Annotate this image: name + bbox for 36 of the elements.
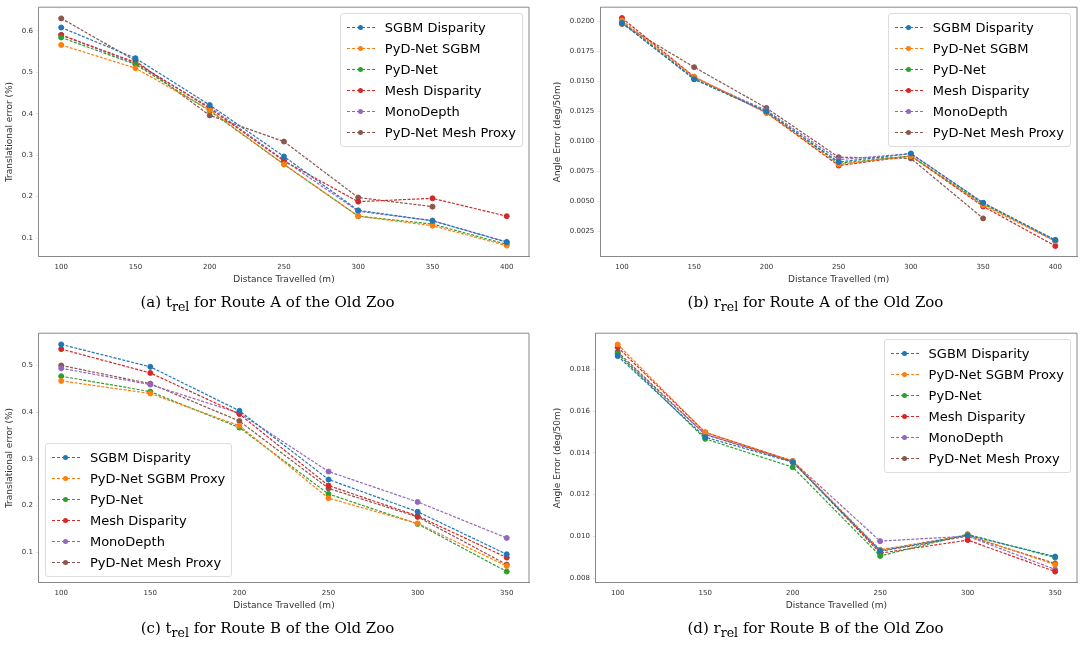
legend-label: SGBM Disparity — [384, 20, 486, 36]
x-axis-title: Distance Travelled (m) — [233, 599, 335, 610]
legend-label: PyD-Net — [928, 388, 982, 404]
y-axis-title: Angle Error (deg/50m) — [551, 407, 562, 509]
legend-label: SGBM Disparity — [928, 346, 1030, 362]
legend-label: PyD-Net Mesh Proxy — [928, 451, 1060, 467]
x-axis-title: Distance Travelled (m) — [785, 599, 888, 610]
y-axis-title: Translational error (%) — [3, 81, 14, 184]
text: (d) r$_{rel}$ for Route B of the Old Zoo — [686, 619, 945, 640]
legend-label: PyD-Net — [384, 62, 438, 78]
text: (a) t$_{rel}$ for Route A of the Old Zoo — [139, 293, 396, 314]
legend-label: PyD-Net — [932, 62, 986, 78]
x-axis-title: Distance Travelled (m) — [787, 273, 890, 284]
legend-label: Mesh Disparity — [928, 409, 1026, 425]
legend-label: MonoDepth — [384, 104, 460, 120]
legend-label: PyD-Net Mesh Proxy — [932, 125, 1064, 141]
x-axis-title: Distance Travelled (m) — [233, 273, 335, 284]
legend-label: SGBM Disparity — [89, 449, 191, 465]
legend-label: PyD-Net — [89, 491, 143, 507]
legend-label: MonoDepth — [928, 430, 1004, 446]
text: (b) r$_{rel}$ for Route A of the Old Zoo — [686, 293, 945, 314]
legend-label: MonoDepth — [932, 104, 1008, 120]
legend-label: MonoDepth — [89, 533, 165, 549]
legend-label: PyD-Net Mesh Proxy — [384, 125, 516, 141]
legend-label: PyD-Net SGBM — [932, 41, 1029, 57]
legend-label: PyD-Net Mesh Proxy — [89, 554, 222, 570]
legend-label: PyD-Net SGBM Proxy — [89, 470, 226, 486]
legend-label: PyD-Net SGBM — [384, 41, 481, 57]
y-axis-title: Angle Error (deg/50m) — [551, 81, 562, 183]
text: (c) t$_{rel}$ for Route B of the Old Zoo — [139, 619, 396, 640]
legend-label: SGBM Disparity — [932, 20, 1034, 36]
legend-label: Mesh Disparity — [384, 83, 482, 99]
legend-label: Mesh Disparity — [89, 512, 187, 528]
legend-label: Mesh Disparity — [932, 83, 1030, 99]
legend-label: PyD-Net SGBM Proxy — [928, 367, 1064, 383]
y-axis-title: Translational error (%) — [3, 407, 14, 510]
